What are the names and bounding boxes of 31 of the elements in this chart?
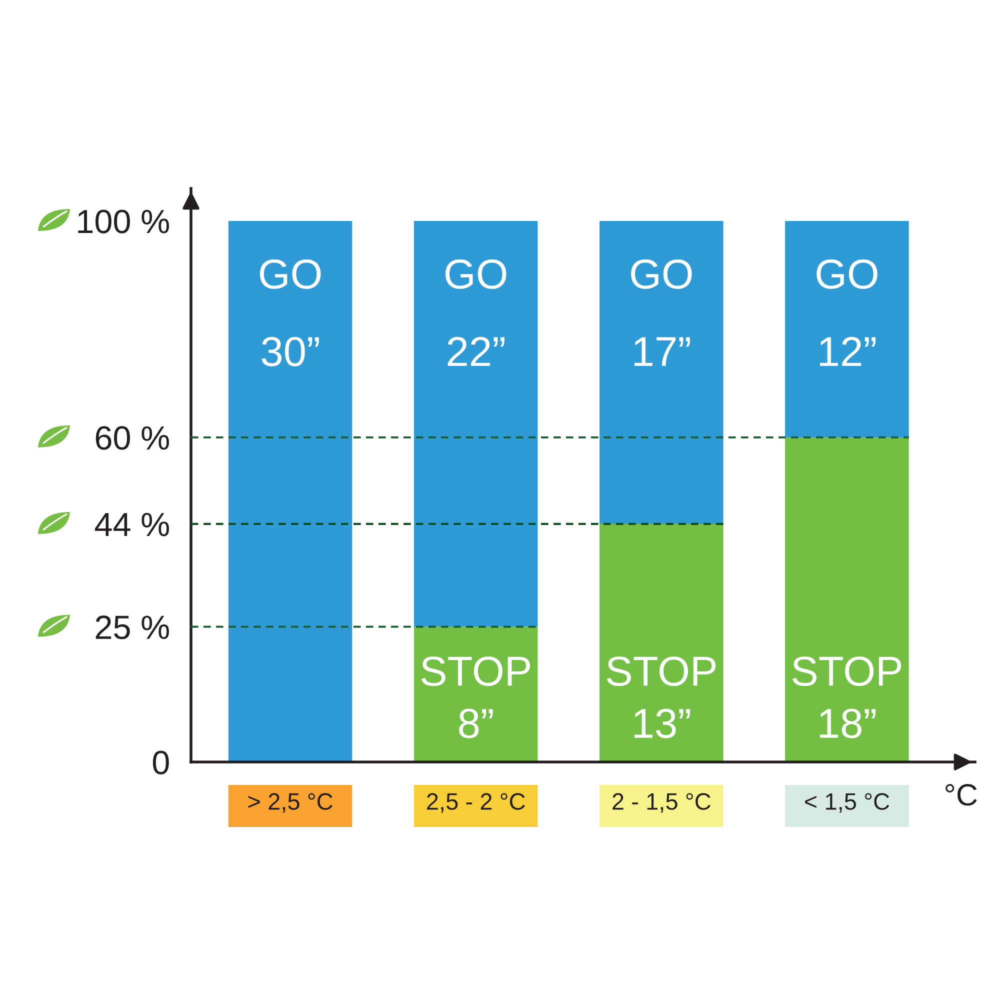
bar bbox=[414, 626, 538, 762]
bar bbox=[600, 524, 724, 762]
annotation: 30” bbox=[262, 336, 319, 366]
bar bbox=[228, 220, 352, 762]
text: GO bbox=[446, 259, 506, 289]
x-tick-label: 2,5 - 2 °C bbox=[427, 793, 525, 813]
text: STOP bbox=[421, 656, 530, 686]
series-label: GO bbox=[631, 259, 692, 289]
annotation: 17” bbox=[634, 337, 690, 366]
annotation: 13” bbox=[634, 708, 690, 738]
x-tick-label: < 1,5 °C bbox=[805, 793, 890, 813]
bar bbox=[785, 437, 909, 762]
y-tick-label: 100 % bbox=[78, 210, 169, 234]
text: GO bbox=[260, 259, 321, 289]
y-tick-label: 44 % bbox=[94, 512, 169, 536]
annotation: 22” bbox=[448, 336, 504, 366]
y-tick-label: 0 bbox=[152, 750, 169, 774]
text: STOP bbox=[792, 656, 902, 686]
bar bbox=[600, 220, 724, 524]
annotation: 12” bbox=[820, 336, 876, 366]
y-tick-label: 25 % bbox=[96, 616, 169, 640]
bar bbox=[785, 220, 909, 438]
annotation: 8” bbox=[459, 708, 493, 738]
y-tick-label: 60 % bbox=[96, 426, 169, 450]
bar bbox=[414, 220, 538, 627]
series-label: STOP bbox=[606, 656, 716, 686]
annotation: 18” bbox=[820, 708, 876, 738]
x-tick-label: 2 - 1,5 °C bbox=[612, 793, 710, 813]
x-axis-title: °C bbox=[946, 784, 977, 806]
x-tick-label: > 2,5 °C bbox=[248, 793, 332, 813]
text: GO bbox=[816, 259, 878, 289]
